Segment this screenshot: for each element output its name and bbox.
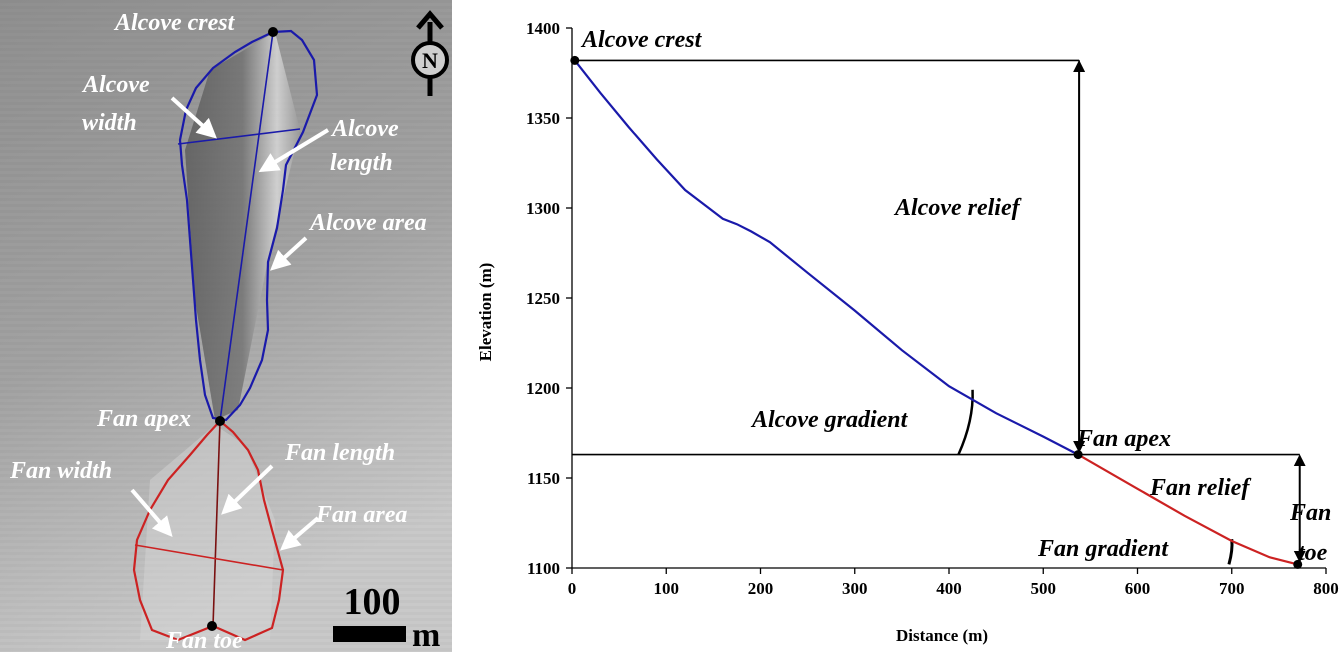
label-fan-width: Fan width [9, 458, 112, 484]
annot-alcove-relief: Alcove relief [893, 195, 1022, 221]
label-alcove-length-1: Alcove [330, 116, 399, 142]
x-tick-label: 400 [936, 579, 962, 598]
x-tick-label: 200 [748, 579, 774, 598]
y-tick-label: 1100 [527, 559, 560, 578]
chart-guides [572, 59, 1306, 565]
x-tick-label: 300 [842, 579, 868, 598]
fan-shading [140, 425, 275, 640]
label-fan-area: Fan area [315, 502, 407, 528]
profile-series-alcove [573, 59, 1079, 456]
label-alcove-crest: Alcove crest [113, 10, 236, 36]
north-arrow-label: N [422, 48, 438, 73]
north-arrow: N [411, 10, 449, 96]
x-tick-label: 600 [1125, 579, 1151, 598]
scale-bar-unit: m [412, 617, 440, 652]
elevation-profile-chart: 1100 1150 1200 1250 1300 1350 1400 0 100 200 300 40… [476, 19, 1339, 645]
annot-fan-apex: Fan apex [1076, 426, 1171, 452]
annot-fan-toe-2: toe [1298, 540, 1328, 566]
x-tick-label: 500 [1031, 579, 1057, 598]
map-arrows [130, 96, 330, 551]
scale-bar: 100 m [333, 581, 440, 652]
y-tick-label: 1150 [527, 469, 560, 488]
fan-toe-marker [1293, 559, 1303, 569]
chart-ticks: 1100 1150 1200 1250 1300 1350 1400 0 100 200 300 40… [526, 19, 1339, 598]
x-tick-label: 0 [568, 579, 577, 598]
y-tick-label: 1250 [526, 289, 560, 308]
alcove-crest-point [268, 27, 278, 37]
y-tick-label: 1200 [526, 379, 560, 398]
arrow-fan-length [221, 464, 274, 515]
annot-fan-toe-1: Fan [1289, 500, 1331, 526]
label-fan-length: Fan length [284, 440, 395, 466]
x-axis-title: Distance (m) [896, 626, 988, 645]
scale-bar-bar [333, 626, 406, 642]
north-arrow-ring [411, 41, 449, 79]
label-alcove-area: Alcove area [308, 210, 427, 236]
alcove-gradient-arc [957, 389, 974, 456]
fan-gradient-arc [1227, 539, 1234, 565]
arrow-fan-width [130, 488, 173, 538]
label-fan-toe: Fan toe [165, 628, 243, 652]
fan-apex-marker [1073, 450, 1083, 460]
scale-bar-value: 100 [344, 581, 401, 623]
alcove-length-line [219, 31, 274, 422]
chart-points [570, 55, 1303, 569]
fan-apex-point [215, 416, 225, 426]
fan-width-line [134, 544, 284, 571]
annot-fan-gradient: Fan gradient [1037, 536, 1169, 562]
annot-alcove-gradient: Alcove gradient [750, 407, 909, 433]
y-tick-label: 1400 [526, 19, 560, 38]
chart-series [573, 59, 1298, 566]
label-fan-apex: Fan apex [96, 406, 191, 432]
north-arrow-head [416, 10, 444, 30]
label-alcove-width-1: Alcove [81, 72, 150, 98]
y-axis-title: Elevation (m) [476, 263, 495, 362]
arrow-alcove-length [258, 128, 330, 173]
label-alcove-width-2: width [82, 110, 137, 136]
annot-alcove-crest: Alcove crest [580, 27, 703, 53]
arrow-fan-area [279, 516, 320, 551]
alcove-crest-marker [570, 55, 580, 65]
y-tick-label: 1300 [526, 199, 560, 218]
arrow-alcove-area [270, 236, 308, 271]
label-alcove-length-2: length [330, 150, 393, 176]
fan-toe-point [207, 621, 217, 631]
profile-series-fan [1077, 453, 1298, 566]
alcove-width-line [177, 128, 301, 145]
x-tick-label: 100 [654, 579, 680, 598]
arrow-alcove-width [170, 96, 217, 139]
annot-fan-relief: Fan relief [1149, 475, 1251, 501]
y-tick-label: 1350 [526, 109, 560, 128]
x-tick-label: 800 [1313, 579, 1339, 598]
fan-length-line [212, 420, 221, 627]
hillshade-map: Alcove crest Alcove width Alcove length … [0, 0, 452, 652]
x-tick-label: 700 [1219, 579, 1245, 598]
